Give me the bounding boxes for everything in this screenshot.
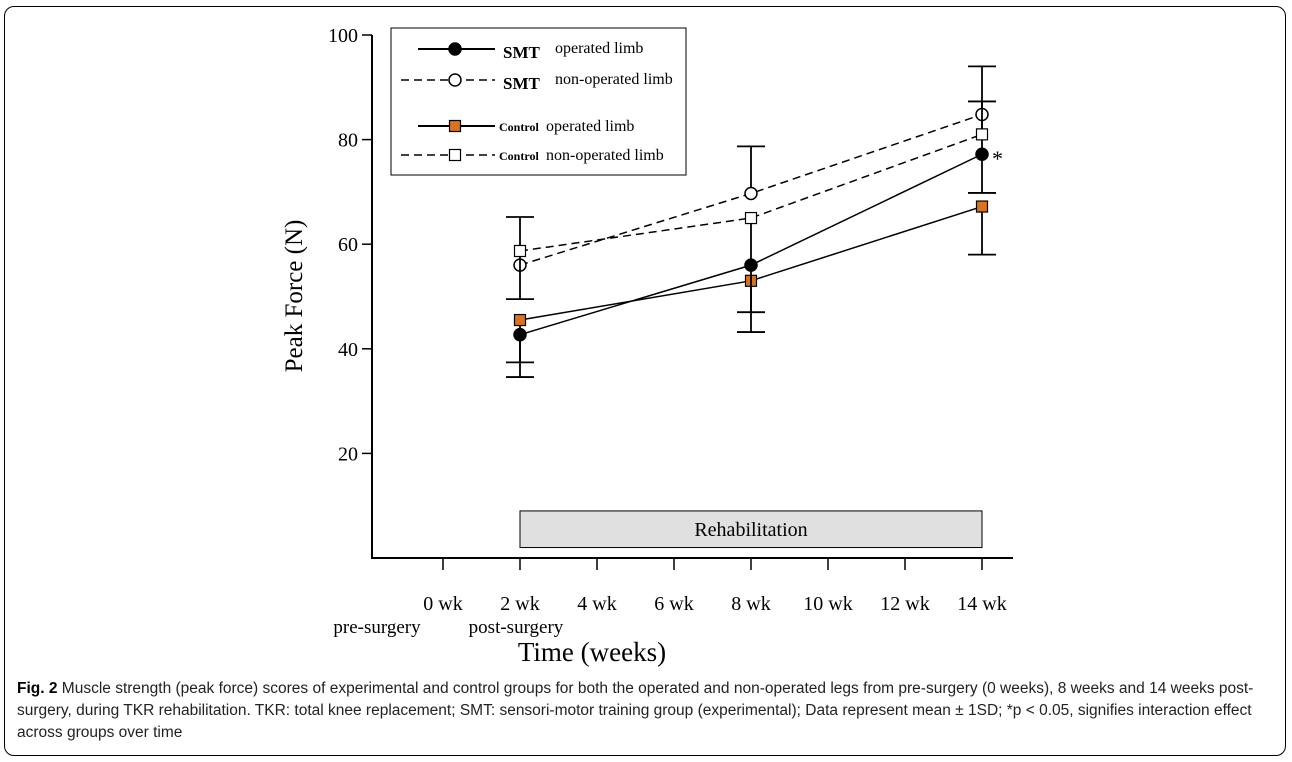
series-control-non-operated [506, 100, 996, 314]
legend-marker [448, 119, 462, 133]
x-tick-label: 6 wk [654, 593, 693, 615]
x-annotation-post-surgery: post-surgery [469, 617, 564, 638]
y-tick-label: 40 [338, 339, 358, 361]
x-ticks: 0 wk 2 wk 4 wk 6 wk 8 wk 10 wk 12 wk 14 wk [423, 558, 1007, 615]
y-tick-label: 100 [328, 25, 358, 47]
y-axis-label: Peak Force (N) [281, 220, 308, 373]
y-tick-label: 60 [338, 234, 358, 256]
legend-group-label: Control [499, 120, 539, 134]
x-tick-label: 4 wk [577, 593, 616, 615]
legend-series-label: operated limb [555, 40, 643, 57]
legend-series-label: operated limb [546, 118, 634, 135]
legend-marker [448, 42, 462, 56]
legend-group-label: SMT [503, 74, 541, 93]
data-point [513, 313, 527, 327]
x-tick-label: 14 wk [957, 593, 1006, 615]
series-line [519, 133, 983, 252]
data-point [513, 244, 527, 258]
data-point [744, 186, 758, 201]
series-group: * [506, 65, 1003, 378]
rehabilitation-band-label: Rehabilitation [694, 519, 807, 541]
x-tick-label: 10 wk [803, 593, 852, 615]
x-tick-label: 8 wk [731, 593, 770, 615]
axes-group [371, 35, 1013, 559]
caption-text: Muscle strength (peak force) scores of e… [17, 680, 1254, 741]
line-chart: Rehabilitation 20 40 60 80 100 0 wk 2 wk 4 wk 6… [281, 25, 1013, 667]
legend-group-label: Control [499, 149, 539, 163]
y-tick-label: 20 [338, 443, 358, 465]
data-point [744, 211, 758, 225]
legend-marker [448, 148, 462, 162]
x-tick-label: 0 wk [423, 593, 462, 615]
legend-item-smt-non-operated: SMT non-operated limb [401, 71, 673, 93]
legend-item-smt-operated: SMT operated limb [418, 40, 643, 62]
data-point [975, 128, 989, 141]
x-axis-label: Time (weeks) [518, 637, 666, 667]
figure-caption: Fig. 2 Muscle strength (peak force) scor… [17, 678, 1272, 744]
rehabilitation-band-rect [519, 510, 983, 549]
legend-box [390, 27, 687, 176]
legend-series-label: non-operated limb [546, 147, 664, 164]
legend-item-control-operated: Control operated limb [418, 118, 634, 135]
y-tick-label: 80 [338, 130, 358, 152]
y-ticks: 20 40 60 80 100 [328, 25, 372, 465]
significance-annotation: * [992, 146, 1003, 171]
x-tick-label: 12 wk [880, 593, 929, 615]
x-annotation-pre-surgery: pre-surgery [333, 617, 421, 638]
series-smt-non-operated [513, 107, 989, 272]
legend-item-control-non-operated: Control non-operated limb [401, 147, 664, 164]
data-point [975, 147, 989, 161]
legend-group-label: SMT [503, 43, 541, 62]
legend-series-label: non-operated limb [555, 71, 673, 88]
x-tick-label: 2 wk [500, 593, 539, 615]
data-point [975, 200, 989, 213]
figure-label: Fig. 2 [17, 680, 58, 697]
rehabilitation-band: Rehabilitation [519, 510, 983, 549]
legend-marker [448, 73, 462, 87]
